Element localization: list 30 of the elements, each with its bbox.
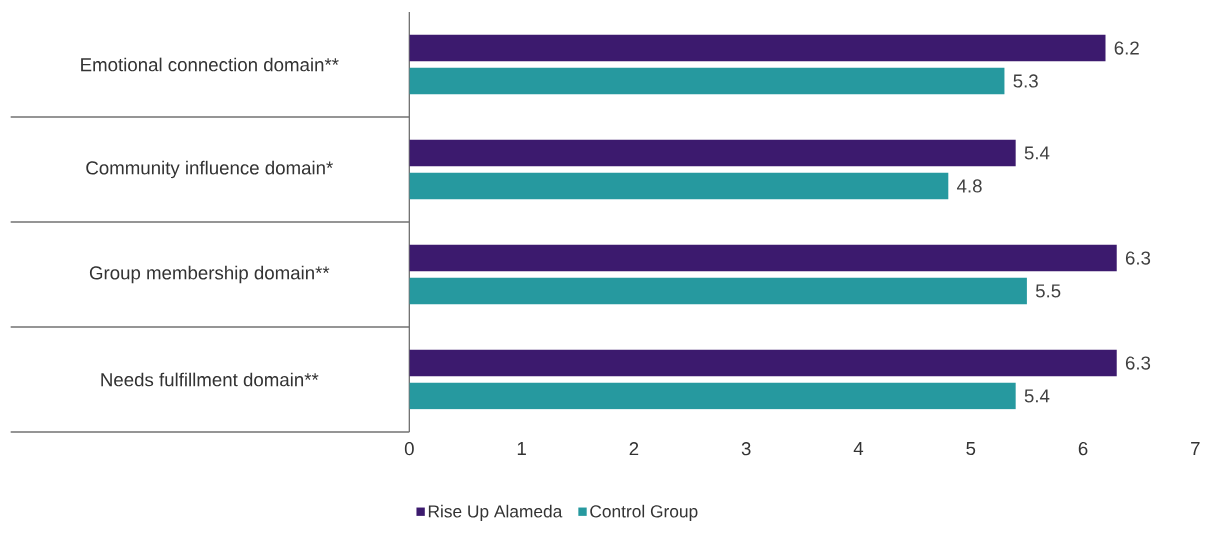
data-label: 5.3	[1013, 74, 1038, 88]
data-label: 5.4	[1024, 146, 1050, 160]
bar	[409, 244, 1117, 272]
legend-label: Control Group	[590, 504, 698, 521]
y-tick-label: Needs fulfillment domain**	[101, 372, 319, 387]
x-tick-label: 1	[517, 442, 526, 455]
data-label: 5.5	[1035, 284, 1061, 298]
x-tick-label: 7	[1191, 442, 1200, 455]
bar	[409, 382, 1016, 410]
x-tick-label: 2	[629, 442, 639, 456]
bar	[409, 67, 1005, 95]
x-tick-label: 5	[966, 442, 976, 456]
y-tick-label: Group membership domain**	[89, 265, 330, 284]
data-label: 6.3	[1125, 356, 1151, 370]
y-tick-label: Emotional connection domain**	[81, 57, 339, 72]
data-label: 4.8	[956, 179, 982, 193]
bar	[409, 277, 1027, 305]
legend-label: Rise Up Alameda	[428, 504, 563, 521]
bar	[409, 139, 1016, 167]
bar	[409, 172, 949, 200]
x-tick-label: 0	[404, 442, 414, 456]
x-tick-label: 6	[1078, 442, 1088, 456]
y-tick-label: Community influence domain*	[86, 160, 333, 179]
bar	[409, 34, 1106, 62]
data-label: 5.4	[1024, 389, 1050, 403]
x-tick-label: 4	[853, 442, 864, 455]
data-label: 6.2	[1114, 41, 1139, 55]
bar	[409, 349, 1117, 377]
x-tick-label: 3	[741, 442, 751, 456]
data-label: 6.3	[1125, 251, 1151, 265]
